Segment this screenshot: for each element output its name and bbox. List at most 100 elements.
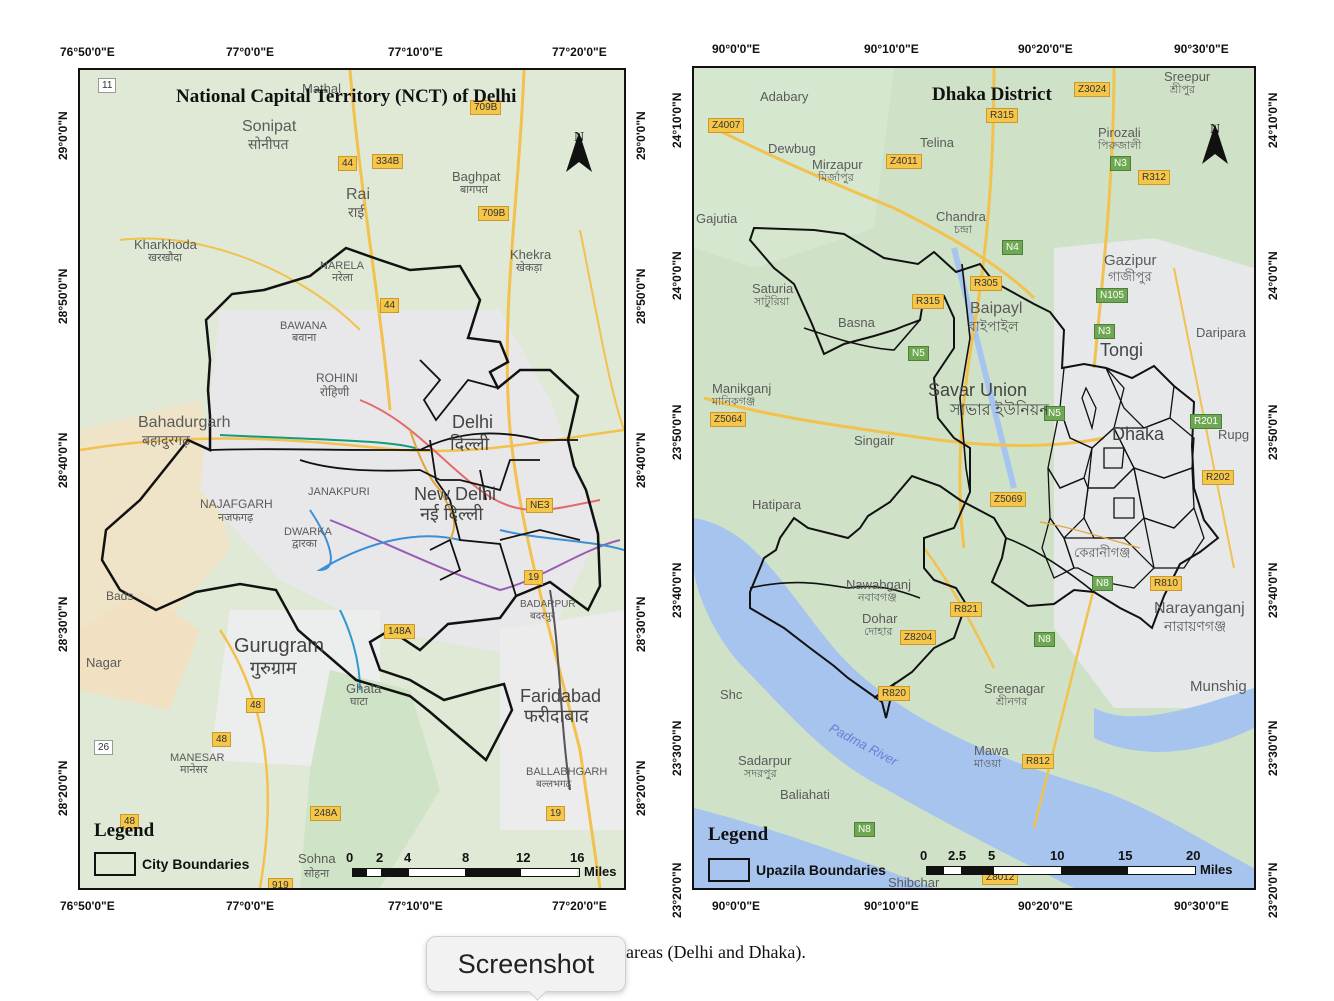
place-label: Faridabad [520,686,602,706]
road-badge: N5 [1044,406,1065,421]
place-label: Adabary [760,89,809,104]
delhi-left-tick: 28°50'0"N [56,268,70,324]
place-label: सोनीपत [248,136,289,152]
place-label: Telina [920,135,954,150]
scale-label: 2 [376,850,384,865]
place-label: Sreenagar [984,681,1045,696]
place-label: ROHINI [316,371,358,385]
place-label: সাটুরিয়া [754,296,790,308]
place-label: Dewbug [768,141,816,156]
delhi-right-tick: 29°0'0"N [634,111,648,160]
road-badge: 26 [94,740,114,755]
delhi-bottom-tick: 77°10'0"E [388,899,443,913]
screenshot-tooltip[interactable]: Screenshot [426,936,626,992]
place-label: দোহার [864,626,893,638]
place-label: Nawabganj [846,577,912,592]
place-label: নবাবগঞ্জ [858,592,897,604]
road-badge: N105 [1096,288,1128,303]
scale-label: 10 [1050,848,1065,863]
dhaka-top-tick: 90°10'0"E [864,42,919,56]
delhi-right-tick: 28°50'0"N [634,268,648,324]
place-label: Savar Union [928,380,1028,400]
delhi-bottom-tick: 77°0'0"E [226,899,275,913]
road-badge: R305 [970,276,1002,291]
road-badge: N4 [1002,240,1023,255]
road-badge: N8 [1034,632,1055,647]
place-label: सोहना [304,868,330,880]
road-badge: Z8204 [900,630,937,645]
place-label: নারায়ণগঞ্জ [1164,618,1227,634]
dhaka-top-tick: 90°30'0"E [1174,42,1229,56]
delhi-left-tick: 28°30'0"N [56,596,70,652]
dhaka-bottom-tick: 90°30'0"E [1174,899,1229,913]
road-badge: R315 [986,108,1018,123]
road-badge: R202 [1202,470,1234,485]
dhaka-right-tick: 23°40'0"N [1266,562,1280,618]
road-badge: R821 [950,602,982,617]
dhaka-left-tick: 23°50'0"N [670,404,684,460]
delhi-left-tick: 28°20'0"N [56,760,70,816]
place-label: Tongi [1100,340,1144,360]
road-badge: Z4011 [886,154,922,169]
delhi-map-graphics [80,70,624,888]
scale-unit: Miles [1200,862,1233,877]
road-badge: 44 [380,298,400,313]
place-label: কেরানীগঞ্জ [1074,545,1131,560]
place-label: Mawa [974,743,1009,758]
dhaka-right-tick: 23°20'0"N [1266,862,1280,918]
road-badge: 48 [246,698,266,713]
place-label: BADARPUR [520,599,576,610]
north-arrow-icon [1202,124,1228,164]
dhaka-right-tick: 23°30'0"N [1266,720,1280,776]
place-label: Gajutia [696,211,738,226]
scale-label: 20 [1186,848,1201,863]
scale-unit: Miles [584,864,617,879]
place-label: फरीदाबाद [524,706,589,726]
place-label: বাইপাইল [968,318,1019,334]
place-label: Pirozali [1098,125,1141,140]
road-badge: 709B [478,206,510,221]
legend-title: Legend [94,820,155,841]
dhaka-left-tick: 24°10'0"N [670,92,684,148]
place-label: Baghpat [452,169,501,184]
road-badge: Z3024 [1074,82,1111,97]
place-label: NAJAFGARH [200,497,273,511]
place-label: नरेला [332,272,353,284]
scale-label: 0 [920,848,928,863]
place-label: मानेसर [180,764,208,776]
place-label: नजफगढ़ [218,512,254,524]
place-label: Narayanganj [1154,600,1245,617]
place-label: Shibchar [888,875,940,890]
road-badge: 334B [372,154,404,169]
place-label: बागपत [460,184,488,196]
dhaka-left-tick: 23°30'0"N [670,720,684,776]
road-badge: N5 [908,346,929,361]
place-label: Bads [106,589,134,603]
delhi-top-tick: 77°20'0"E [552,45,607,59]
north-arrow: N [564,130,594,172]
delhi-map[interactable]: 11 44 334B 709B 709B 44 NE3 19 148A 48 4… [78,68,626,890]
dhaka-right-tick: 23°50'0"N [1266,404,1280,460]
road-badge: 19 [524,570,544,585]
road-badge: 19 [546,806,566,821]
road-badge: 44 [338,156,358,171]
place-label: DWARKA [284,526,332,538]
road-badge: Z5069 [990,492,1027,507]
dhaka-map[interactable]: Z3024 R315 Z4007 Z4011 N3 R312 N4 R305 R… [692,66,1256,890]
delhi-right-tick: 28°30'0"N [634,596,648,652]
delhi-bottom-tick: 76°50'0"E [60,899,115,913]
place-label: শ্রীনগর [996,696,1028,708]
delhi-left-tick: 28°40'0"N [56,432,70,488]
place-label: Saturia [752,281,794,296]
road-badge: R312 [1138,170,1170,185]
place-label: Hatipara [752,497,802,512]
dhaka-left-tick: 23°20'0"N [670,862,684,918]
road-badge: 919 [268,878,293,888]
place-label: সাভার ইউনিয়ন [950,402,1049,419]
place-label: Gazipur [1104,252,1157,269]
place-label: মাওয়া [974,758,1002,770]
road-badge: R820 [878,686,910,701]
road-badge: 248A [310,806,342,821]
place-label: Khekra [510,247,552,262]
place-label: পিরুজালী [1098,140,1142,152]
